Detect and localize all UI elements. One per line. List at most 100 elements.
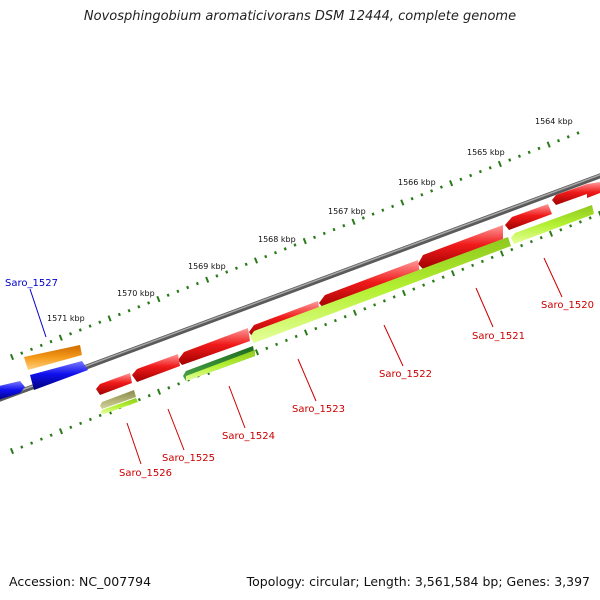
gene-label[interactable]: Saro_1520 xyxy=(541,300,594,311)
feature-saro-1527-orange[interactable] xyxy=(24,345,82,370)
feature-saro-1521-lg[interactable] xyxy=(250,237,511,343)
outer-tick-mark xyxy=(517,154,522,158)
outer-tick-mark xyxy=(361,216,365,220)
outer-tick-mark xyxy=(78,328,82,332)
outer-tick-mark xyxy=(381,208,385,212)
gene-label[interactable]: Saro_1521 xyxy=(472,331,525,342)
gene-arrow-saro-1520[interactable] xyxy=(552,182,600,205)
feature-saro-1524-lg[interactable] xyxy=(186,350,255,381)
feature-saro-1526-lg[interactable] xyxy=(101,398,138,414)
inner-tick-mark xyxy=(401,289,407,297)
gene-label[interactable]: Saro_1527 xyxy=(5,278,58,289)
kbp-label: 1569 kbp xyxy=(188,262,226,271)
outer-tick-mark xyxy=(293,243,297,247)
inner-tick-mark xyxy=(373,303,377,307)
outer-tick-mark xyxy=(9,353,15,361)
outer-tick-mark xyxy=(88,324,92,328)
outer-tick-mark xyxy=(234,266,239,270)
outer-tick-mark xyxy=(186,285,190,290)
gene-arrow-saro-1522[interactable] xyxy=(418,225,503,269)
inner-tick-mark xyxy=(275,342,279,347)
gene-label[interactable]: Saro_1525 xyxy=(162,453,215,464)
outer-tick-mark xyxy=(576,131,580,135)
outer-tick-mark xyxy=(39,343,43,348)
kbp-labels: 1564 kbp 1565 kbp 1566 kbp 1567 kbp 1568… xyxy=(47,117,573,323)
outer-tick-mark xyxy=(58,334,63,341)
outer-tick-mark xyxy=(98,320,102,324)
gene-arrow-saro-1525[interactable] xyxy=(178,328,250,365)
outer-tick-mark xyxy=(68,332,73,336)
inner-tick-mark xyxy=(422,283,426,287)
inner-tick-mark xyxy=(450,270,456,277)
outer-tick-mark xyxy=(264,254,268,259)
inner-tick-mark xyxy=(303,329,309,336)
gene-arrow-saro-1526b[interactable] xyxy=(96,373,132,395)
inner-tick-mark xyxy=(294,334,298,339)
inner-tick-mark xyxy=(363,307,367,311)
outer-tick-mark xyxy=(117,312,121,317)
outer-tick-mark xyxy=(253,257,259,264)
outer-tick-mark xyxy=(400,199,405,206)
inner-tick-mark xyxy=(559,228,563,232)
gene-label[interactable]: Saro_1524 xyxy=(222,431,275,442)
inner-tick-mark xyxy=(412,287,416,291)
outer-tick-mark xyxy=(527,150,531,154)
inner-tick-mark xyxy=(431,279,435,283)
inner-tick-mark xyxy=(79,421,83,426)
gene-arrow-saro-1527[interactable] xyxy=(30,361,88,390)
inner-tick-mark xyxy=(147,394,151,398)
inner-tick-mark xyxy=(499,250,505,257)
inner-tick-mark xyxy=(597,210,600,217)
inner-tick-mark xyxy=(137,397,141,402)
kbp-label: 1571 kbp xyxy=(47,314,85,323)
gene-label[interactable]: Saro_1523 xyxy=(292,404,345,415)
forward-strand-features xyxy=(0,345,88,401)
outer-tick-mark xyxy=(322,231,326,236)
inner-tick-mark xyxy=(324,322,328,327)
feature-saro-1520-lg[interactable] xyxy=(511,205,594,244)
kbp-label: 1565 kbp xyxy=(467,148,505,157)
gene-labels: Saro_1520 Saro_1521 Saro_1522 Saro_1523 … xyxy=(5,278,594,479)
inner-tick-mark xyxy=(69,425,73,429)
genome-summary-text: Topology: circular; Length: 3,561,584 bp… xyxy=(246,574,590,589)
kbp-label: 1567 kbp xyxy=(328,207,366,216)
outer-tick-mark xyxy=(566,135,570,139)
outer-tick-mark xyxy=(488,166,492,170)
kbp-label: 1570 kbp xyxy=(117,289,155,298)
inner-tick-mark xyxy=(578,220,582,224)
outer-tick-mark xyxy=(195,281,199,286)
inner-tick-mark xyxy=(58,428,64,435)
inner-tick-mark xyxy=(382,299,386,303)
reverse-strand-features xyxy=(96,182,600,395)
outer-tick-mark xyxy=(156,295,161,303)
gene-arrow-saro-1528[interactable] xyxy=(0,381,25,401)
outer-tick-mark xyxy=(371,212,375,216)
inner-tick-mark xyxy=(539,236,543,240)
gene-label[interactable]: Saro_1526 xyxy=(119,468,172,479)
inner-tick-mark xyxy=(529,239,533,244)
gene-label[interactable]: Saro_1522 xyxy=(379,369,432,380)
outer-tick-mark xyxy=(225,270,229,274)
inner-tick-mark xyxy=(490,255,494,260)
gene-arrow-saro-1526a[interactable] xyxy=(132,354,180,382)
inner-tick-mark xyxy=(49,433,53,437)
feature-saro-1526-olive[interactable] xyxy=(100,390,136,409)
leader-lines xyxy=(29,257,563,465)
inner-tick-mark xyxy=(471,263,475,268)
inner-tick-mark xyxy=(30,441,34,445)
inner-tick-mark xyxy=(569,224,573,228)
inner-tick-mark xyxy=(20,445,24,449)
outer-tick-mark xyxy=(147,301,151,305)
genome-backbone xyxy=(0,173,600,402)
outer-tick-mark xyxy=(20,351,24,355)
outer-tick-mark xyxy=(127,309,131,313)
kbp-label: 1566 kbp xyxy=(398,178,436,187)
outer-tick-mark xyxy=(508,158,512,162)
inner-tick-mark xyxy=(177,382,181,386)
gene-arrow-saro-1523[interactable] xyxy=(319,260,420,309)
gene-arrow-saro-1521[interactable] xyxy=(505,204,552,230)
inner-tick-mark xyxy=(343,315,347,319)
inner-tick-mark xyxy=(461,267,465,271)
kbp-label: 1568 kbp xyxy=(258,235,296,244)
